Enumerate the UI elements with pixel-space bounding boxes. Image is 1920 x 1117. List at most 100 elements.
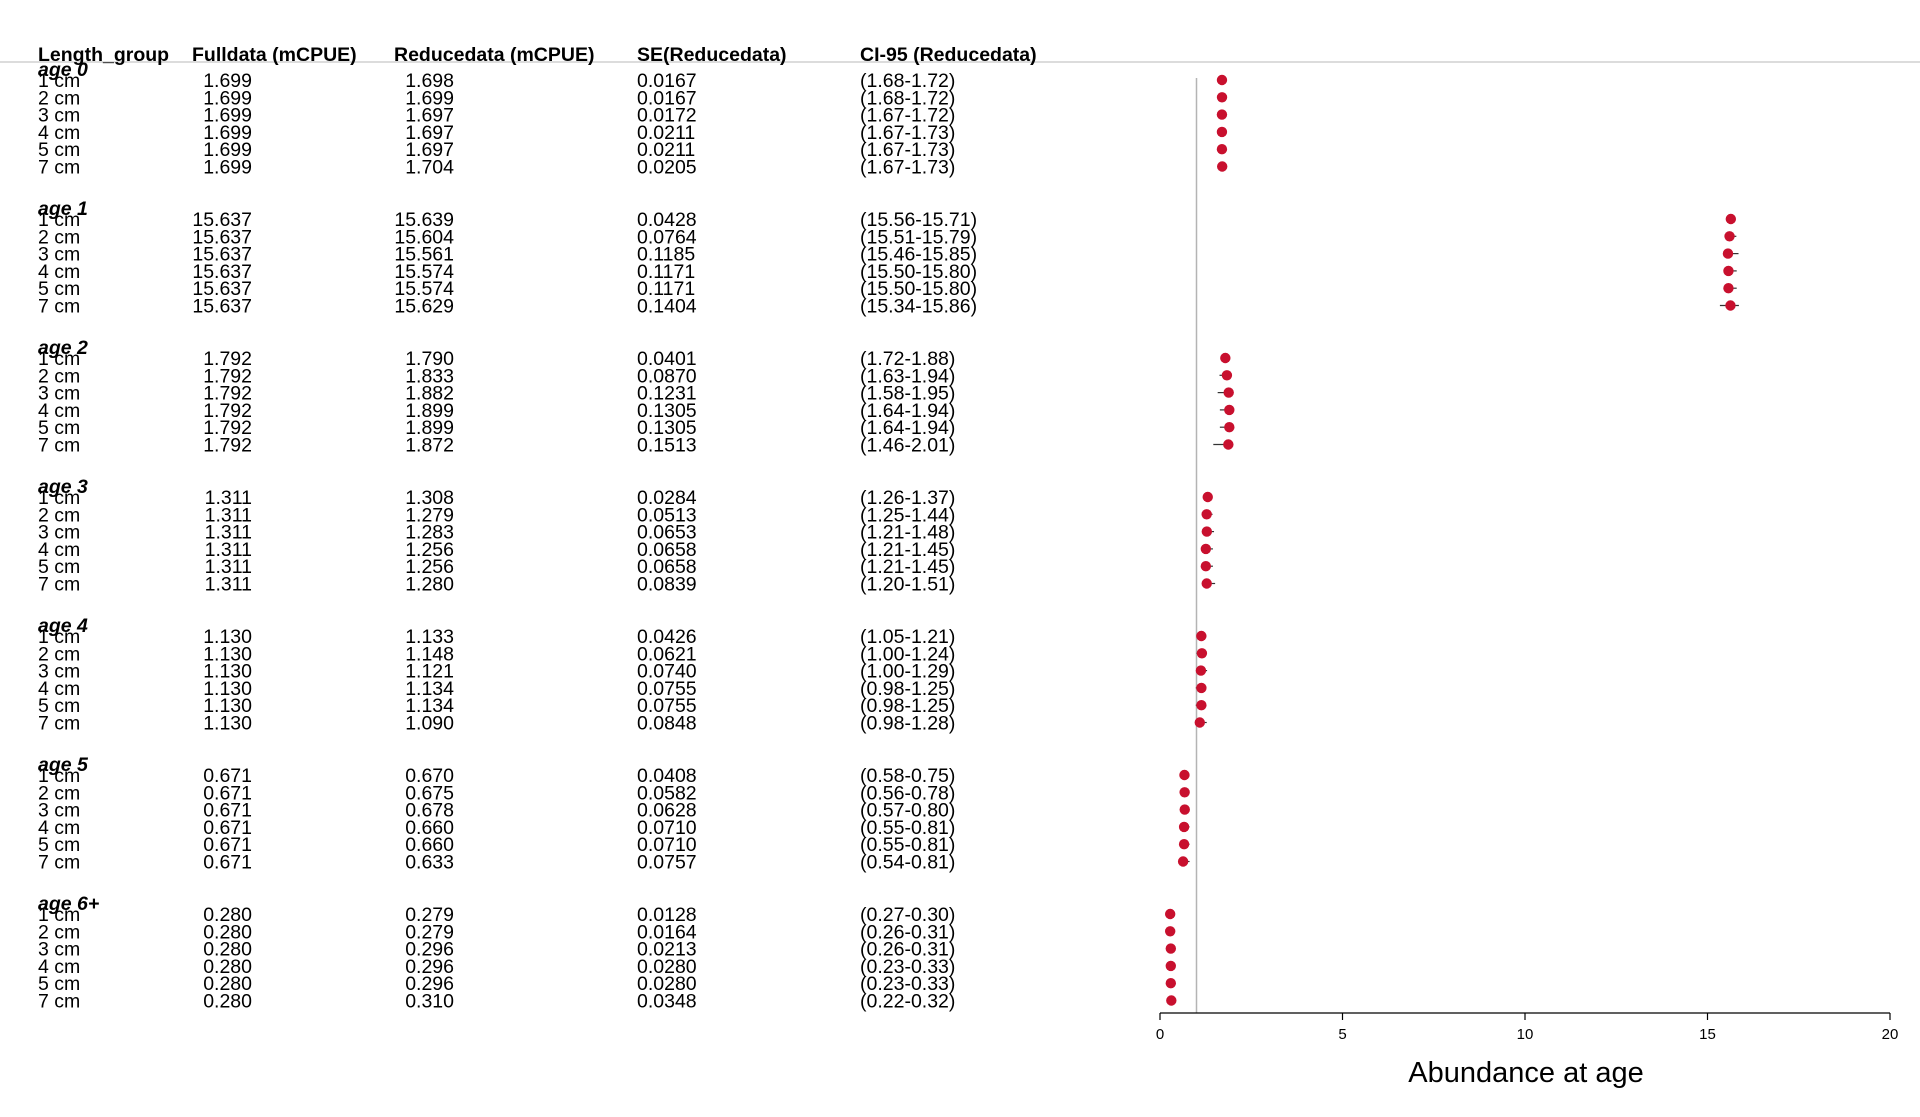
group-label: age 2: [38, 337, 88, 359]
cell-fulldata: 1.792: [203, 417, 252, 439]
cell-ci95: (15.34-15.86): [860, 296, 977, 318]
cell-se: 0.0205: [637, 157, 697, 179]
cell-length: 1 cm: [38, 765, 80, 787]
cell-ci95: (1.21-1.45): [860, 539, 955, 561]
cell-se: 0.0408: [637, 765, 697, 787]
cell-length: 7 cm: [38, 296, 80, 318]
cell-length: 2 cm: [38, 365, 80, 387]
cell-fulldata: 1.130: [203, 626, 252, 648]
cell-fulldata: 1.130: [203, 695, 252, 717]
cell-se: 0.0764: [637, 226, 697, 248]
cell-length: 5 cm: [38, 139, 80, 161]
cell-fulldata: 1.699: [203, 122, 252, 144]
table-row: 7 cm 1.699 1.704 0.0205 (1.67-1.73): [38, 157, 955, 179]
estimate-point: [1722, 248, 1734, 259]
cell-length: 1 cm: [38, 904, 80, 926]
cell-se: 0.0164: [637, 921, 697, 943]
cell-se: 0.1404: [637, 296, 697, 318]
header-ci95: CI-95 (Reducedata): [860, 44, 1037, 66]
cell-reducedata: 1.699: [405, 87, 454, 109]
cell-ci95: (1.25-1.44): [860, 504, 955, 526]
cell-se: 0.0401: [637, 348, 697, 370]
cell-fulldata: 1.130: [203, 643, 252, 665]
cell-fulldata: 15.637: [192, 261, 252, 283]
cell-se: 0.0870: [637, 365, 697, 387]
cell-length: 2 cm: [38, 782, 80, 804]
table-row: 1 cm 15.637 15.639 0.0428 (15.56-15.71): [38, 209, 977, 231]
cell-fulldata: 0.280: [203, 956, 252, 978]
cell-reducedata: 15.561: [394, 244, 454, 266]
cell-se: 0.0653: [637, 522, 697, 544]
cell-length: 5 cm: [38, 695, 80, 717]
estimate-point: [1220, 352, 1231, 364]
cell-ci95: (15.46-15.85): [860, 244, 977, 266]
group-label: age 4: [38, 615, 88, 637]
cell-reducedata: 1.698: [405, 70, 454, 92]
table-row: 2 cm 1.699 1.699 0.0167 (1.68-1.72): [38, 87, 955, 109]
cell-se: 0.0280: [637, 956, 697, 978]
cell-se: 0.0167: [637, 70, 697, 92]
cell-length: 1 cm: [38, 487, 80, 509]
cell-se: 0.1185: [637, 244, 695, 266]
estimate-point: [1196, 630, 1207, 642]
table-row: 7 cm 1.130 1.090 0.0848 (0.98-1.28): [38, 713, 955, 735]
table-row: 2 cm 1.792 1.833 0.0870 (1.63-1.94): [38, 365, 955, 387]
cell-fulldata: 1.699: [203, 70, 252, 92]
estimate-point: [1221, 370, 1233, 381]
cell-reducedata: 0.279: [405, 921, 454, 943]
cell-reducedata: 0.633: [405, 852, 454, 874]
table-row: 7 cm 1.311 1.280 0.0839 (1.20-1.51): [38, 574, 955, 596]
table-row: 2 cm 15.637 15.604 0.0764 (15.51-15.79): [38, 226, 977, 248]
cell-length: 7 cm: [38, 713, 80, 735]
cell-fulldata: 1.792: [203, 383, 252, 405]
table-row: 1 cm 0.280 0.279 0.0128 (0.27-0.30): [38, 904, 955, 926]
cell-ci95: (1.00-1.29): [860, 661, 955, 683]
cell-ci95: (1.67-1.73): [860, 139, 955, 161]
cell-reducedata: 0.296: [405, 956, 454, 978]
cell-length: 7 cm: [38, 852, 80, 874]
estimate-point: [1223, 439, 1234, 450]
cell-ci95: (0.98-1.28): [860, 713, 955, 735]
cell-fulldata: 1.311: [205, 556, 252, 578]
cell-ci95: (0.22-0.32): [860, 991, 955, 1013]
table-row: 2 cm 1.130 1.148 0.0621 (1.00-1.24): [38, 643, 955, 665]
group-2: age 21 cm 1.792 1.790 0.0401 (1.72-1.88)2 cm…: [38, 337, 955, 457]
cell-fulldata: 0.280: [203, 939, 252, 961]
cell-fulldata: 0.280: [203, 991, 252, 1013]
estimate-point: [1164, 908, 1176, 920]
cell-ci95: (1.68-1.72): [860, 70, 955, 92]
table-row: 5 cm 15.637 15.574 0.1171 (15.50-15.80): [38, 278, 977, 300]
cell-ci95: (0.55-0.81): [860, 834, 955, 856]
table-row: 2 cm 1.311 1.279 0.0513 (1.25-1.44): [38, 504, 955, 526]
cell-length: 3 cm: [38, 939, 80, 961]
cell-fulldata: 1.792: [203, 348, 252, 370]
estimate-point: [1179, 804, 1190, 815]
plot-marks: [1164, 74, 1739, 1006]
cell-length: 3 cm: [38, 244, 80, 266]
cell-se: 0.0757: [637, 852, 697, 874]
cell-ci95: (0.26-0.31): [860, 939, 955, 961]
cell-ci95: (0.26-0.31): [860, 921, 955, 943]
cell-reducedata: 1.134: [405, 695, 454, 717]
cell-ci95: (15.50-15.80): [860, 261, 977, 283]
x-ticks: 0 5 10 15 20: [1156, 1013, 1898, 1043]
cell-se: 0.0167: [637, 87, 697, 109]
cell-length: 1 cm: [38, 209, 80, 231]
cell-se: 0.0513: [637, 504, 697, 526]
table-row: 3 cm 0.671 0.678 0.0628 (0.57-0.80): [38, 800, 955, 822]
cell-se: 0.1513: [637, 435, 697, 457]
estimate-point: [1179, 787, 1190, 798]
cell-se: 0.0128: [637, 904, 697, 926]
estimate-point: [1196, 648, 1208, 659]
cell-se: 0.0213: [637, 939, 697, 961]
cell-fulldata: 1.311: [205, 504, 252, 526]
table-row: 5 cm 1.699 1.697 0.0211 (1.67-1.73): [38, 139, 955, 161]
estimate-point: [1194, 717, 1205, 728]
cell-reducedata: 1.256: [405, 539, 454, 561]
cell-se: 0.1231: [637, 383, 697, 405]
cell-ci95: (0.58-0.75): [860, 765, 955, 787]
cell-length: 7 cm: [38, 435, 80, 457]
estimate-point: [1200, 543, 1212, 555]
estimate-point: [1178, 839, 1190, 850]
cell-se: 0.0172: [637, 105, 697, 127]
